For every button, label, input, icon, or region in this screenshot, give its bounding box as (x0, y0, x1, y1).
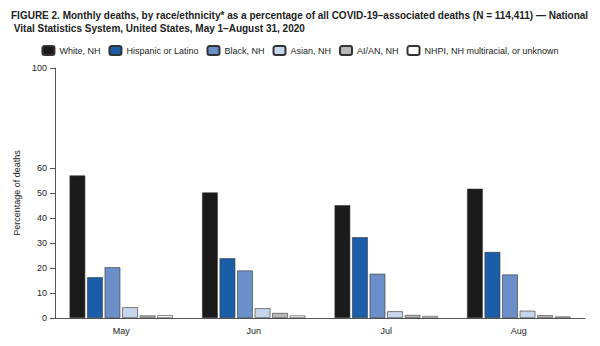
svg-text:Asian, NH: Asian, NH (290, 46, 331, 56)
svg-text:0: 0 (42, 313, 47, 323)
svg-text:NHPI, NH multiracial, or unkno: NHPI, NH multiracial, or unknown (425, 46, 559, 56)
svg-text:White, NH: White, NH (59, 46, 100, 56)
svg-text:Jun: Jun (246, 326, 261, 336)
svg-text:30: 30 (37, 238, 47, 248)
svg-text:Aug: Aug (511, 326, 527, 336)
svg-text:May: May (113, 326, 131, 336)
svg-text:Jul: Jul (380, 326, 392, 336)
svg-text:10: 10 (37, 288, 47, 298)
svg-text:Vital Statistics System, Unite: Vital Statistics System, United States, … (11, 23, 305, 34)
svg-text:Black, NH: Black, NH (224, 46, 264, 56)
svg-text:Hispanic or Latino: Hispanic or Latino (126, 46, 198, 56)
svg-text:20: 20 (37, 263, 47, 273)
svg-text:FIGURE 2. Monthly deaths, by r: FIGURE 2. Monthly deaths, by race/ethnic… (11, 10, 588, 21)
svg-text:40: 40 (37, 213, 47, 223)
svg-text:100: 100 (32, 63, 47, 73)
svg-text:AI/AN, NH: AI/AN, NH (357, 46, 399, 56)
svg-text:60: 60 (37, 163, 47, 173)
svg-text:Percentage of deaths: Percentage of deaths (12, 150, 22, 236)
svg-text:50: 50 (37, 188, 47, 198)
